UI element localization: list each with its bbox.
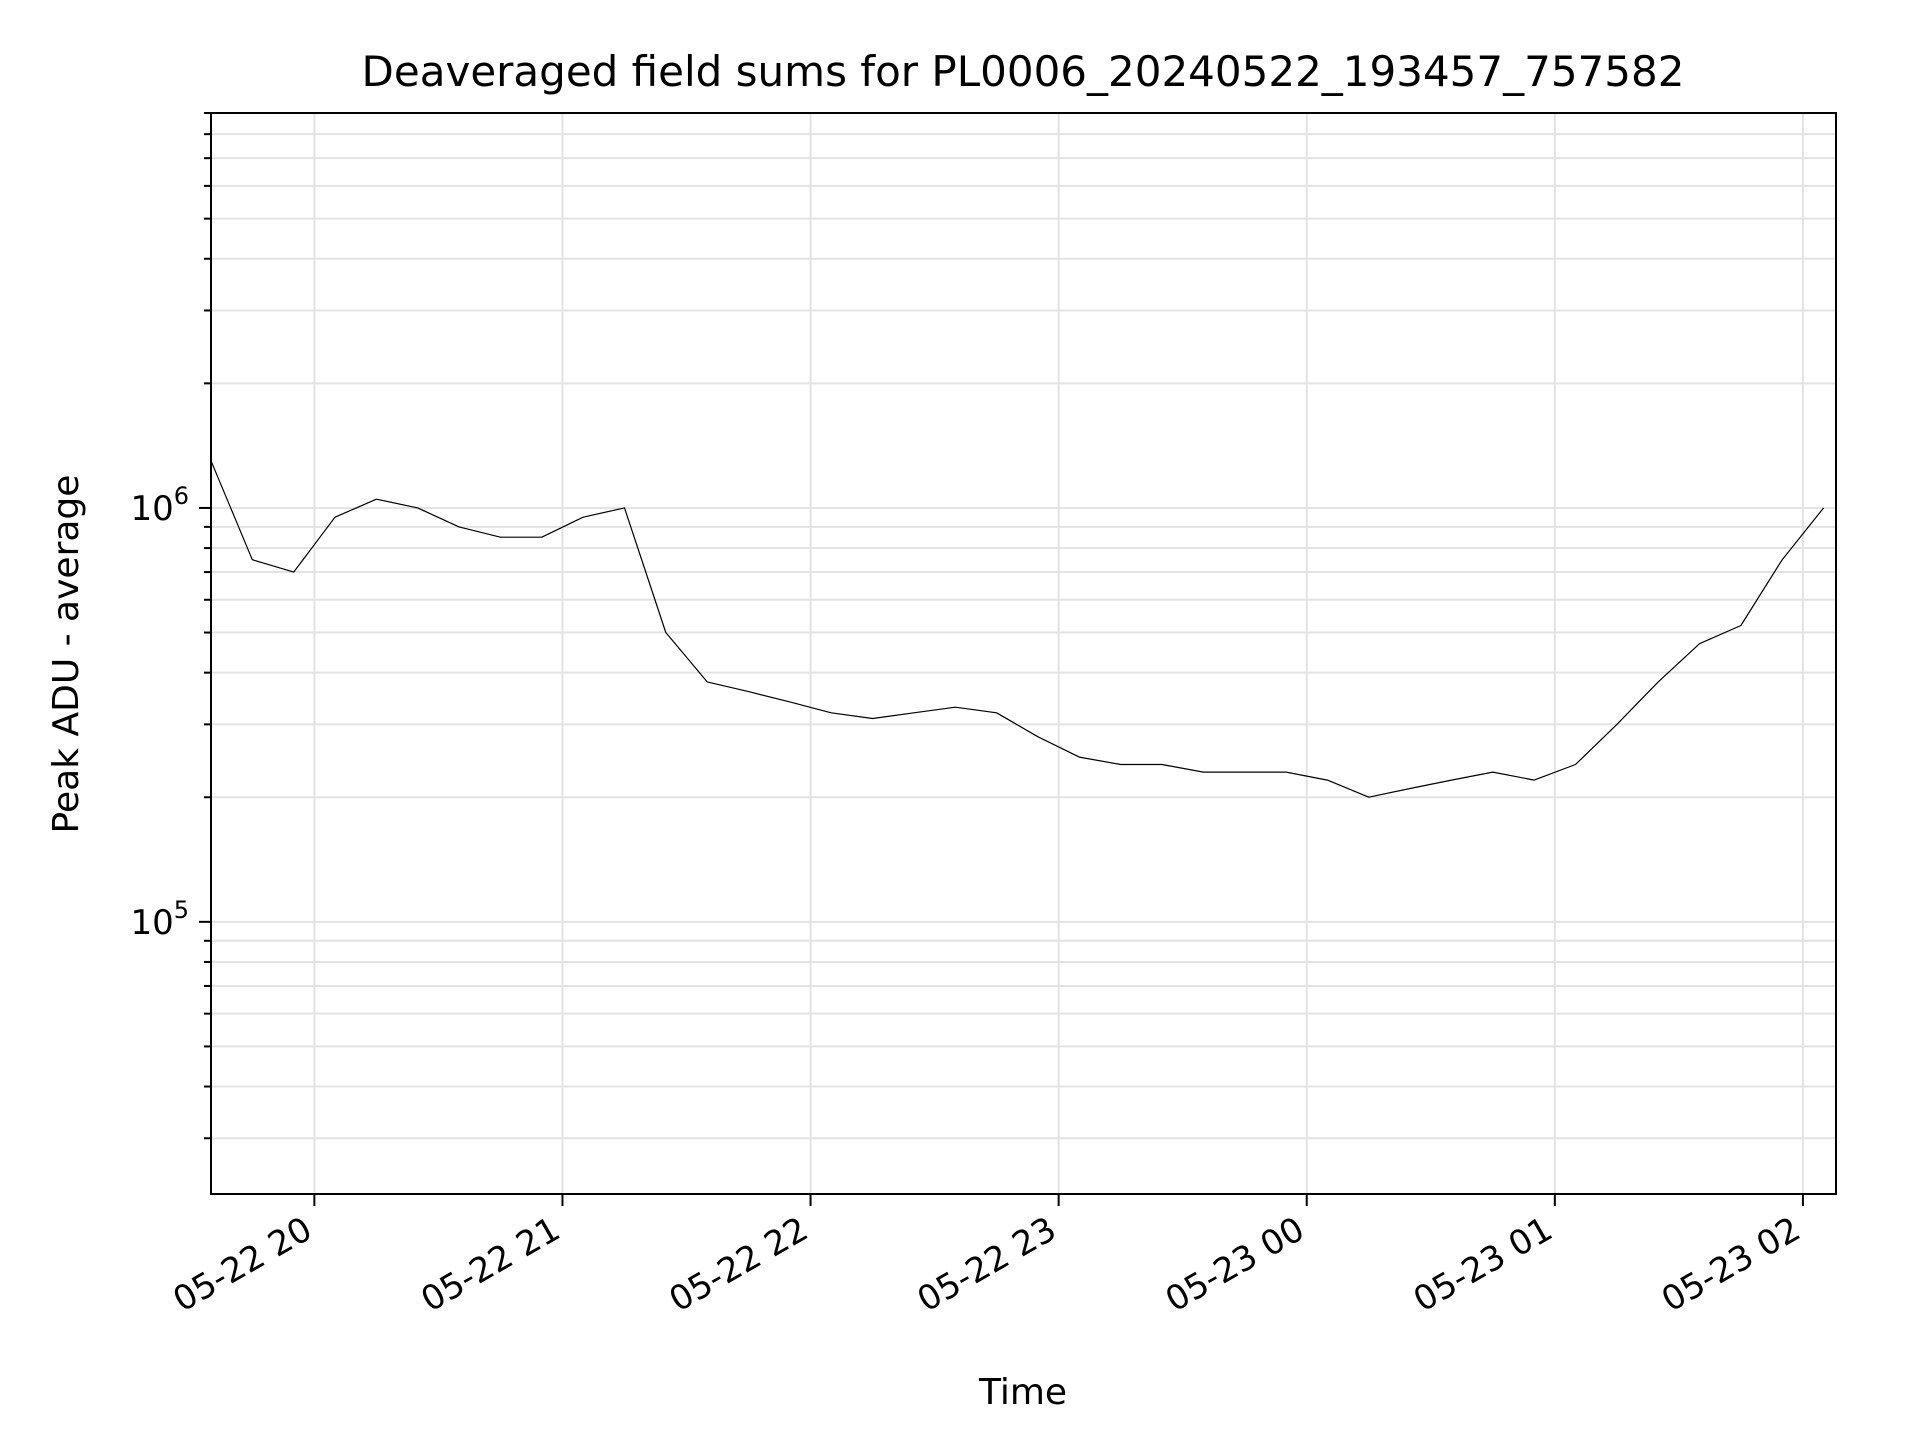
x-tick-label: 05-22 22	[663, 1209, 815, 1320]
x-tick-label: 05-23 02	[1655, 1209, 1807, 1320]
y-tick-exponent: 6	[174, 482, 189, 510]
x-tick-label: 05-22 21	[415, 1209, 567, 1320]
y-tick-exponent: 5	[174, 896, 189, 924]
grid-lines	[211, 112, 1836, 1194]
y-tick-base: 10	[130, 489, 173, 529]
y-axis-label: Peak ADU - average	[46, 475, 87, 834]
plot-area-frame	[210, 112, 1837, 1195]
y-tick-label: 106	[130, 482, 189, 529]
series-line	[210, 460, 1825, 798]
chart-title: Deaveraged field sums for PL0006_2024052…	[362, 47, 1685, 96]
x-tick-label: 05-22 20	[166, 1209, 318, 1320]
x-axis-label: Time	[978, 1372, 1067, 1413]
x-tick-label: 05-23 00	[1159, 1209, 1311, 1320]
y-tick-base: 10	[130, 903, 173, 943]
y-tick-label: 105	[130, 896, 189, 943]
x-tick-label: 05-22 23	[911, 1209, 1063, 1320]
x-tick-label: 05-23 01	[1407, 1209, 1559, 1320]
